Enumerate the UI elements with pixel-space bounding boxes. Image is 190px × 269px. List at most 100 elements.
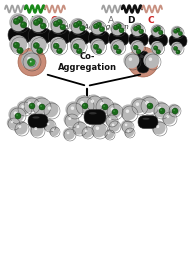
Circle shape [125, 109, 133, 117]
Circle shape [112, 41, 123, 52]
Circle shape [15, 19, 19, 23]
Circle shape [78, 26, 81, 29]
Circle shape [17, 47, 23, 54]
Circle shape [65, 130, 74, 139]
Circle shape [136, 102, 139, 106]
Circle shape [113, 125, 117, 129]
Circle shape [116, 27, 121, 31]
Circle shape [44, 120, 54, 130]
Circle shape [8, 107, 24, 122]
Circle shape [31, 62, 33, 64]
Circle shape [176, 31, 180, 35]
FancyBboxPatch shape [89, 31, 109, 45]
Circle shape [109, 121, 119, 131]
Circle shape [173, 44, 181, 52]
Circle shape [132, 100, 145, 112]
Circle shape [33, 43, 39, 48]
Circle shape [69, 134, 71, 136]
Circle shape [116, 45, 121, 50]
Circle shape [111, 108, 118, 115]
Circle shape [96, 128, 103, 134]
Circle shape [142, 98, 155, 111]
Circle shape [22, 52, 39, 69]
Circle shape [97, 98, 111, 113]
Circle shape [38, 45, 41, 48]
Circle shape [37, 22, 42, 27]
Circle shape [51, 17, 66, 32]
Circle shape [155, 45, 161, 51]
Circle shape [22, 106, 27, 111]
Text: A: A [108, 16, 114, 25]
Circle shape [9, 13, 27, 31]
Circle shape [37, 102, 46, 111]
Circle shape [50, 127, 59, 136]
Circle shape [108, 121, 119, 131]
Circle shape [13, 38, 25, 51]
Circle shape [80, 25, 85, 31]
Circle shape [103, 105, 107, 109]
Circle shape [137, 104, 142, 109]
Circle shape [87, 96, 100, 109]
Circle shape [47, 123, 52, 128]
Circle shape [71, 107, 78, 114]
Circle shape [100, 102, 104, 106]
Circle shape [159, 108, 164, 113]
Circle shape [30, 60, 34, 64]
Circle shape [151, 25, 163, 37]
Ellipse shape [73, 33, 81, 35]
Circle shape [9, 107, 24, 122]
Circle shape [14, 112, 21, 119]
Circle shape [112, 123, 114, 126]
Circle shape [115, 26, 122, 33]
Circle shape [141, 97, 156, 112]
Circle shape [26, 56, 36, 66]
Circle shape [135, 102, 143, 110]
Circle shape [89, 98, 99, 108]
Circle shape [29, 15, 47, 32]
Circle shape [34, 40, 44, 51]
Text: Co-
Aggregation: Co- Aggregation [58, 52, 116, 72]
FancyBboxPatch shape [109, 32, 129, 45]
Circle shape [71, 39, 85, 53]
Circle shape [110, 119, 114, 123]
Circle shape [122, 121, 132, 131]
Circle shape [101, 103, 108, 110]
Circle shape [155, 29, 161, 34]
Circle shape [50, 127, 58, 135]
Circle shape [10, 120, 17, 127]
Circle shape [14, 122, 27, 134]
Circle shape [77, 126, 82, 132]
Circle shape [90, 19, 105, 34]
Circle shape [95, 24, 102, 32]
Circle shape [54, 131, 56, 133]
Circle shape [15, 122, 27, 133]
Circle shape [37, 48, 43, 54]
Circle shape [156, 49, 161, 54]
Circle shape [178, 31, 183, 36]
Circle shape [110, 107, 118, 115]
Circle shape [135, 44, 141, 51]
FancyBboxPatch shape [169, 35, 187, 47]
Circle shape [39, 104, 44, 109]
Circle shape [172, 27, 182, 37]
Circle shape [128, 47, 158, 77]
Circle shape [82, 126, 92, 137]
Circle shape [174, 45, 181, 52]
Circle shape [170, 106, 178, 114]
Circle shape [110, 122, 118, 130]
Circle shape [137, 50, 139, 52]
Circle shape [70, 107, 78, 114]
Circle shape [157, 27, 158, 29]
Text: D: D [127, 16, 135, 25]
Circle shape [105, 130, 114, 139]
Circle shape [107, 132, 112, 137]
Circle shape [40, 105, 44, 109]
Circle shape [134, 44, 142, 52]
Circle shape [140, 96, 157, 112]
Circle shape [100, 102, 109, 111]
Circle shape [75, 23, 78, 26]
Circle shape [111, 123, 118, 130]
Circle shape [63, 129, 74, 139]
Circle shape [155, 124, 164, 133]
Circle shape [52, 39, 65, 52]
